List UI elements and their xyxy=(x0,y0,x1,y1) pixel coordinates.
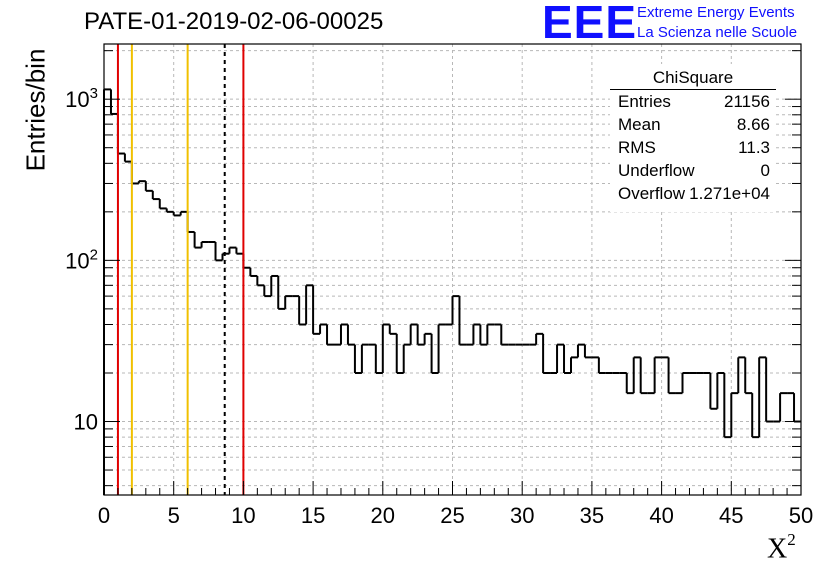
eee-logo: EEE Extreme Energy Events La Scienza nel… xyxy=(540,0,836,48)
x-tick-label: 40 xyxy=(649,503,673,528)
x-tick-label: 45 xyxy=(719,503,743,528)
x-tick-label: 20 xyxy=(371,503,395,528)
y-tick-label: 103 xyxy=(65,85,98,112)
x-tick-label: 30 xyxy=(510,503,534,528)
x-tick-label: 25 xyxy=(440,503,464,528)
logo-mark: EEE xyxy=(542,0,638,48)
stats-label: Overflow xyxy=(618,184,686,203)
y-tick-label: 10 xyxy=(74,410,98,435)
chart-title: PATE-01-2019-02-06-00025 xyxy=(84,8,384,35)
stats-label: RMS xyxy=(618,138,656,157)
x-tick-label: 10 xyxy=(231,503,255,528)
stats-row-mean: Mean 8.66 xyxy=(618,115,770,137)
x-tick-label: 35 xyxy=(580,503,604,528)
logo-line-2: La Scienza nelle Scuole xyxy=(637,24,798,41)
x-axis-label: X2 xyxy=(767,530,796,565)
stats-row-underflow: Underflow 0 xyxy=(618,161,770,183)
stats-value: 21156 xyxy=(723,92,770,111)
histogram-layer xyxy=(103,88,801,495)
tick-labels-layer: 0 5 10 15 20 25 30 35 40 45 50 10 102 103 xyxy=(65,85,813,528)
x-axis-label-base: X xyxy=(767,533,788,565)
stats-label: Mean xyxy=(618,115,661,134)
logo-line-1: Extreme Energy Events xyxy=(637,4,795,21)
stats-value: 8.66 xyxy=(736,115,770,134)
stats-divider xyxy=(610,89,776,90)
x-tick-label: 15 xyxy=(301,503,325,528)
stats-value: 1.271e+04 xyxy=(689,184,770,203)
stats-row-rms: RMS 11.3 xyxy=(618,138,770,160)
stats-value: 0 xyxy=(760,161,770,180)
x-tick-label: 0 xyxy=(98,503,110,528)
marker-lines-layer xyxy=(116,44,245,495)
x-axis-label-sup: 2 xyxy=(787,530,796,549)
y-axis-label: Entries/bin xyxy=(20,48,51,172)
stats-label: Underflow xyxy=(618,161,695,180)
x-tick-label: 50 xyxy=(789,503,813,528)
stats-value: 11.3 xyxy=(738,138,770,157)
stats-label: Entries xyxy=(618,92,671,111)
y-tick-label: 102 xyxy=(65,246,98,273)
stats-row-entries: Entries 21156 xyxy=(618,92,770,114)
stats-box: ChiSquare Entries 21156 Mean 8.66 RMS 11.3 … xyxy=(610,64,776,212)
stats-row-overflow: Overflow 1.271e+04 xyxy=(618,184,770,206)
x-tick-label: 5 xyxy=(168,503,180,528)
stats-title: ChiSquare xyxy=(652,68,734,87)
ticks-layer xyxy=(103,50,802,495)
